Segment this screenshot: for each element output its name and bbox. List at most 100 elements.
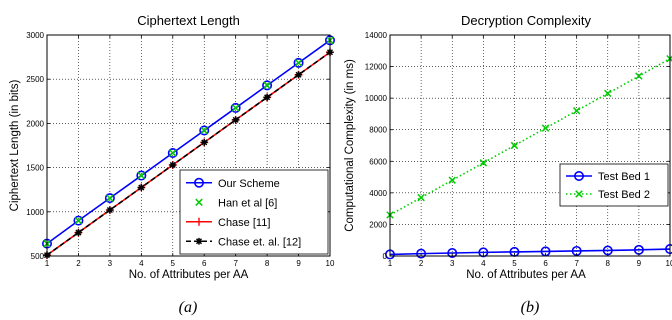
chart-b-y-tick-label: 6000 bbox=[369, 157, 387, 166]
chart-a-series-4-point-shape bbox=[295, 71, 302, 79]
chart-b-legend-marker-shape bbox=[575, 190, 583, 198]
chart-b-legend: Test Bed 1 Test Bed 2 bbox=[559, 163, 669, 207]
chart-b-x-axis-label: No. of Attributes per AA bbox=[466, 269, 586, 281]
chart-a-series-2-point bbox=[263, 81, 271, 90]
chart-a-x-tick-label: 6 bbox=[202, 259, 207, 268]
chart-b-series-2-point-shape bbox=[479, 159, 488, 167]
chart-a-series-4-point bbox=[200, 139, 208, 146]
chart-a-series-4-point bbox=[75, 229, 82, 236]
chart-a-series-4-point-shape bbox=[232, 116, 240, 124]
chart-a-x-tick-label: 10 bbox=[326, 259, 335, 268]
chart-ciphertext-length: 1 2 3 4 5 6 7 8 9 10 500 1000 1500 2000 2500 3000 Ciphe… bbox=[9, 13, 335, 316]
chart-b-x-tick-label: 8 bbox=[606, 259, 611, 268]
chart-a-series-1-point-shape bbox=[167, 148, 178, 159]
chart-a-series-2-point-shape bbox=[169, 149, 177, 157]
chart-a-series-2-point bbox=[74, 216, 83, 225]
chart-a-y-tick-label: 2500 bbox=[26, 75, 44, 84]
chart-b-series-2-point bbox=[572, 107, 581, 115]
chart-a-series-2-point bbox=[169, 149, 177, 157]
chart-b-x-tick-label: 4 bbox=[481, 259, 486, 268]
chart-a-legend-marker bbox=[194, 177, 205, 188]
chart-a-legend-marker bbox=[195, 217, 203, 226]
chart-a-series-1-point bbox=[230, 102, 241, 113]
chart-a-series-1-point bbox=[262, 80, 273, 91]
chart-a-series-4-point-shape bbox=[263, 93, 271, 101]
chart-a-x-tick-label: 3 bbox=[108, 259, 113, 268]
chart-a-series-1-point bbox=[104, 193, 115, 204]
chart-b-series-2-line bbox=[389, 57, 671, 216]
chart-b-series-2-point bbox=[541, 124, 550, 132]
chart-b-series-1-point bbox=[416, 248, 427, 259]
chart-a-series-2-point bbox=[294, 59, 303, 67]
chart-a-series-4-point-shape bbox=[106, 206, 114, 214]
chart-a-legend-marker bbox=[195, 198, 203, 206]
chart-a-series-4-point bbox=[137, 184, 145, 191]
chart-a-legend-item: Chase et. al. [12] bbox=[186, 236, 301, 248]
chart-a-legend-marker-shape bbox=[195, 198, 203, 206]
chart-a-series-2-point-shape bbox=[263, 81, 271, 90]
chart-b-y-tick-label: 2000 bbox=[369, 220, 387, 229]
chart-b-series-2-point-shape bbox=[510, 141, 519, 150]
chart-b-legend-label: Test Bed 1 bbox=[598, 171, 650, 183]
chart-a-x-tick-label: 8 bbox=[265, 259, 270, 268]
chart-a-series-4-point bbox=[295, 71, 302, 79]
chart-b-series-2 bbox=[386, 54, 672, 219]
chart-a-series-2-point-shape bbox=[231, 104, 240, 112]
chart-a-series-1-point-shape bbox=[136, 170, 147, 181]
chart-a-caption: (a) bbox=[179, 299, 198, 316]
chart-b-plot-area bbox=[390, 35, 670, 256]
chart-b-series-2-point-shape bbox=[417, 193, 425, 202]
chart-a-legend-marker-shape bbox=[195, 237, 203, 245]
chart-a-plot-frame bbox=[46, 34, 331, 257]
chart-b-x-tick-label: 7 bbox=[574, 259, 579, 268]
chart-b-y-tick-label: 14000 bbox=[365, 31, 388, 40]
chart-a-series-2-point bbox=[231, 104, 240, 112]
chart-b-series-2-point-shape bbox=[604, 89, 612, 98]
chart-a-legend-marker-shape bbox=[194, 177, 205, 188]
chart-a-y-axis-label: Ciphertext Length (in bits) bbox=[9, 79, 21, 211]
chart-a-legend-item: Han et al [6] bbox=[195, 197, 277, 209]
chart-a-legend-box bbox=[179, 169, 329, 255]
chart-a-title: Ciphertext Length bbox=[137, 13, 240, 28]
chart-a-series-1-point bbox=[167, 148, 178, 159]
chart-b-legend-marker bbox=[575, 190, 583, 198]
chart-a-series-4-point bbox=[169, 161, 177, 169]
chart-b-series-2-point bbox=[479, 159, 488, 167]
chart-b-legend-box bbox=[559, 163, 669, 207]
chart-b-series-1-point bbox=[478, 247, 489, 258]
chart-a-x-tick-label: 1 bbox=[45, 259, 50, 268]
chart-a-legend-marker bbox=[195, 237, 203, 245]
chart-b-y-axis-label: Computational Complexity (in ms) bbox=[344, 59, 356, 232]
chart-a-series-4-point bbox=[106, 206, 114, 214]
chart-b-x-tick-label: 3 bbox=[450, 259, 455, 268]
chart-b-y-tick-label: 0 bbox=[383, 252, 388, 261]
chart-a-ticks: 1 2 3 4 5 6 7 8 9 10 500 1000 1500 2000 2500 3000 bbox=[26, 31, 335, 268]
chart-a-series-2-point-shape bbox=[106, 194, 114, 202]
chart-a-x-tick-label: 5 bbox=[171, 259, 176, 268]
chart-b-series-2-point-shape bbox=[448, 176, 456, 184]
chart-b-y-tick-label: 12000 bbox=[365, 63, 388, 72]
chart-a-legend-item: Our Scheme bbox=[186, 178, 280, 190]
chart-b-y-tick-label: 10000 bbox=[365, 94, 388, 103]
chart-b-legend-item: Test Bed 2 bbox=[566, 189, 650, 201]
chart-a-y-tick-label: 500 bbox=[31, 252, 45, 261]
chart-a-series-2-point-shape bbox=[294, 59, 303, 67]
chart-a-legend-label: Chase [11] bbox=[218, 217, 270, 229]
chart-a-x-axis-label: No. of Attributes per AA bbox=[129, 269, 249, 281]
chart-a-series-1 bbox=[41, 35, 335, 249]
chart-a-x-tick-label: 7 bbox=[233, 259, 238, 268]
chart-b-series-2-point bbox=[604, 89, 612, 98]
chart-b-y-tick-label: 8000 bbox=[369, 126, 387, 135]
chart-a-series-1-point-shape bbox=[230, 102, 241, 113]
chart-b-legend-label: Test Bed 2 bbox=[598, 189, 650, 201]
chart-a-y-tick-label: 1500 bbox=[26, 164, 44, 173]
chart-b-caption: (b) bbox=[521, 299, 540, 316]
chart-a-series-4-point-shape bbox=[169, 161, 177, 169]
chart-b-series-2-point-shape bbox=[572, 107, 581, 115]
chart-a-series-1-point bbox=[136, 170, 147, 181]
chart-a-series-1-point bbox=[293, 57, 304, 68]
chart-a-series-2-point bbox=[137, 171, 146, 180]
chart-a-series-2-point bbox=[106, 194, 114, 202]
chart-a-legend-label: Han et al [6] bbox=[218, 197, 277, 209]
chart-a-series-4-line bbox=[46, 51, 331, 256]
